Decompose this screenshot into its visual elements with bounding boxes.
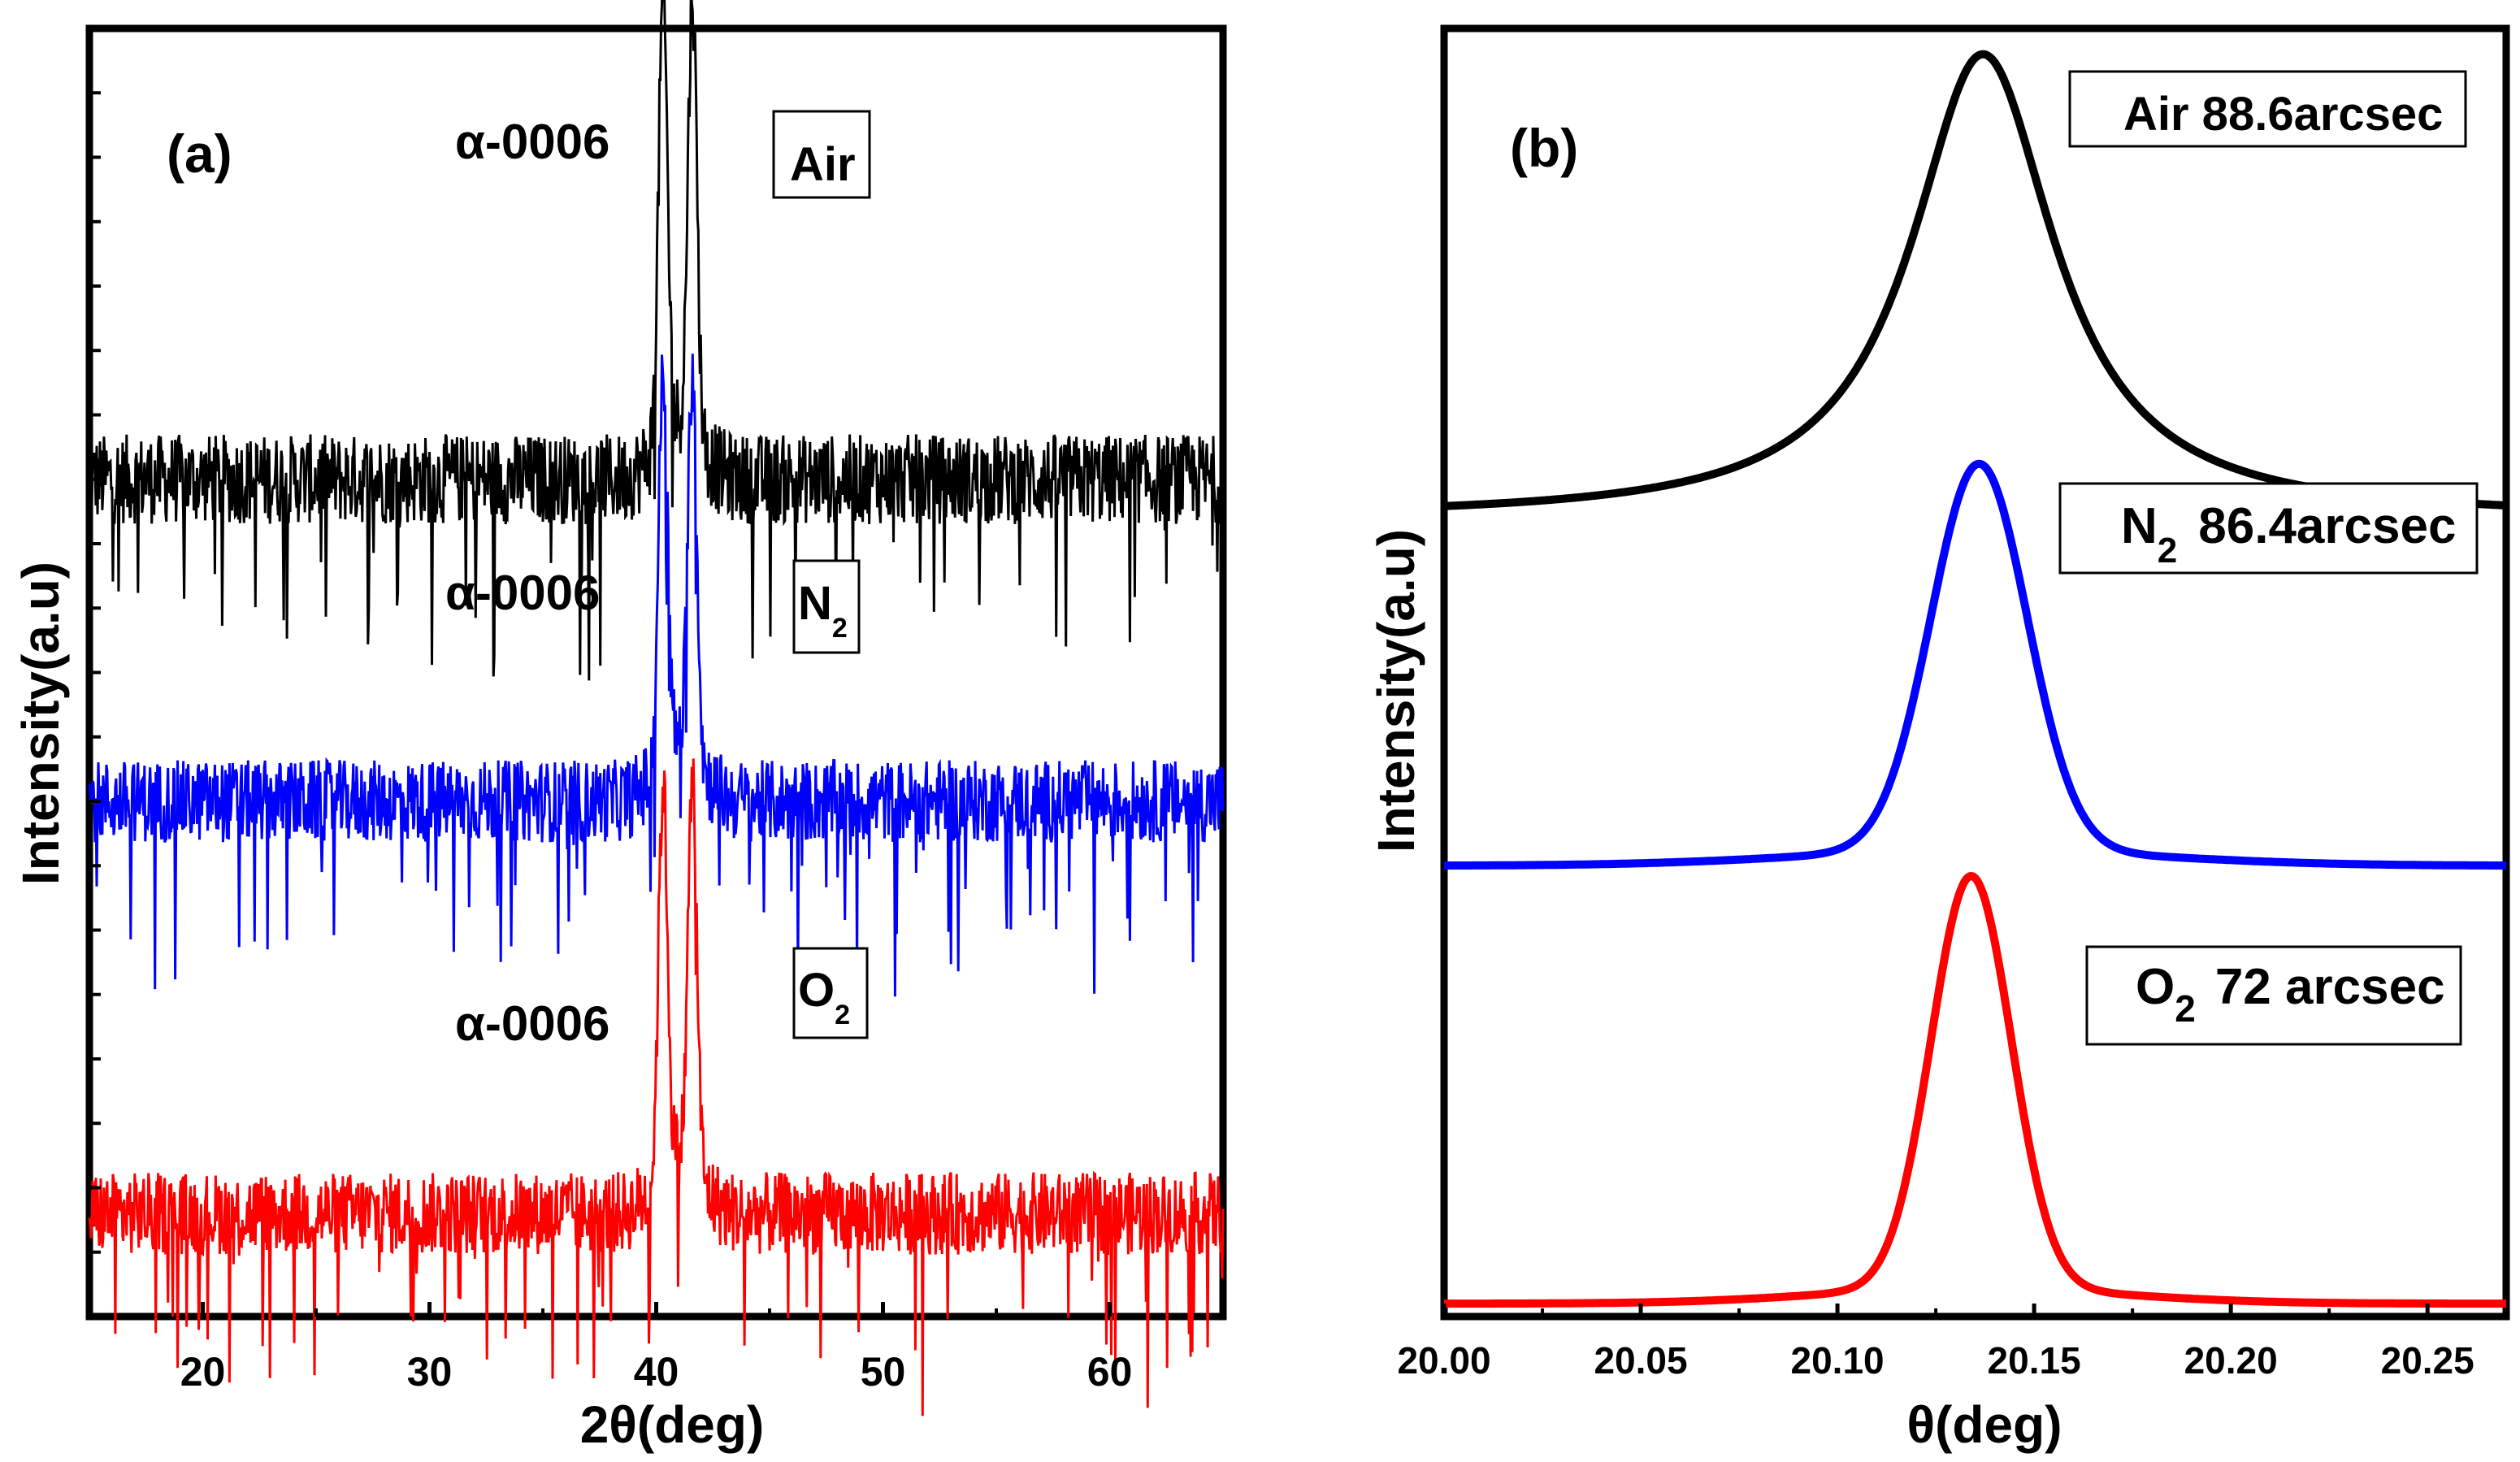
- legend-box-n2-a: N2: [792, 559, 861, 654]
- legend-box-air-b-frame: [2068, 70, 2467, 148]
- panel-a-ylabel: Intensity(a.u): [11, 562, 70, 885]
- peak-label-air: α-0006: [455, 115, 609, 169]
- panel-b-xtick-label: 20.00: [1397, 1339, 1490, 1382]
- panel-b-xtick-label: 20.25: [2381, 1339, 2474, 1382]
- panel-a-xtick-label: 50: [861, 1349, 906, 1395]
- panel-b-series-o2: [1442, 872, 2509, 1308]
- legend-n2-b-sub: 2: [2158, 531, 2177, 570]
- panel-b-xlabel: θ(deg): [1907, 1395, 2062, 1454]
- legend-n2-b-main: N: [2121, 498, 2158, 554]
- panel-b-series: [1442, 50, 2509, 1308]
- peak-label-n2: α-0006: [445, 566, 600, 620]
- panel-b-ticks: 20.00 20.05 20.10 20.15 20.20 20.25: [1397, 1304, 2474, 1382]
- legend-box-n2-a-frame: [792, 559, 861, 654]
- legend-box-o2-b-frame: [2085, 945, 2462, 1046]
- legend-o2-b-sub: 2: [2175, 987, 2196, 1030]
- panel-a-label: (a): [167, 124, 232, 184]
- panel-a-series-n2: [88, 354, 1225, 997]
- panel-a-series-o2: [88, 758, 1225, 1416]
- legend-n2-a-text: N2: [798, 577, 848, 644]
- legend-air-b-text: Air 88.6arcsec: [2123, 88, 2443, 141]
- legend-o2-a-main: O: [798, 964, 835, 1017]
- panel-b-xtick-label: 20.20: [2184, 1339, 2278, 1382]
- legend-box-air-b: Air 88.6arcsec: [2068, 70, 2467, 148]
- panel-a-ticks: 20 30 40 50 60: [88, 91, 1225, 1395]
- legend-n2-a-main: N: [798, 577, 832, 630]
- panel-b-series-n2: [1442, 459, 2509, 870]
- panel-b-frame: [1440, 24, 2510, 1321]
- panel-a-xtick-label: 30: [407, 1349, 453, 1395]
- panel-a-xtick-label: 20: [180, 1349, 226, 1395]
- panel-b-xtick-label: 20.10: [1791, 1339, 1885, 1382]
- legend-o2-b-rest: 72 arcsec: [2215, 959, 2445, 1015]
- legend-n2-b-rest: 86.4arcsec: [2198, 498, 2456, 554]
- panel-b-label: (b): [1510, 118, 1578, 178]
- legend-box-o2-b: O2 72 arcsec: [2085, 945, 2462, 1046]
- panel-a-xtick-label: 40: [634, 1349, 679, 1395]
- legend-o2-a-sub: 2: [835, 1000, 850, 1030]
- legend-n2-a-sub: 2: [832, 613, 848, 644]
- panel-b-xtick-label: 20.05: [1594, 1339, 1687, 1382]
- peak-label-o2: α-0006: [455, 996, 609, 1051]
- panel-b-ylabel: Intensity(a.u): [1367, 529, 1425, 852]
- legend-box-air-a-frame: [772, 110, 871, 199]
- panel-a-series: [88, 0, 1225, 1416]
- legend-box-o2-a: O2: [792, 947, 869, 1039]
- panel-b-xtick-label: 20.15: [1988, 1339, 2081, 1382]
- legend-box-air-a: Air: [772, 110, 871, 199]
- legend-n2-b-text: N2 86.4arcsec: [2121, 498, 2456, 570]
- panel-a: 20 30 40 50 60 (a) α-0006 α-0006 α-0006 Air …: [11, 0, 1227, 1454]
- legend-box-n2-b-frame: [2058, 482, 2479, 575]
- legend-box-n2-b: N2 86.4arcsec: [2058, 482, 2479, 575]
- panel-b: 20.00 20.05 20.10 20.15 20.20 20.25 (b) Air 8…: [1367, 24, 2510, 1454]
- panel-a-xtick-label: 60: [1087, 1349, 1133, 1395]
- legend-box-o2-a-frame: [792, 947, 869, 1039]
- legend-o2-b-main: O: [2136, 959, 2175, 1015]
- legend-air-a-text: Air: [790, 138, 856, 191]
- legend-o2-b-text: O2 72 arcsec: [2136, 959, 2445, 1030]
- panel-a-xlabel: 2θ(deg): [580, 1395, 765, 1454]
- legend-o2-a-text: O2: [798, 964, 850, 1030]
- panel-a-series-air: [88, 0, 1225, 681]
